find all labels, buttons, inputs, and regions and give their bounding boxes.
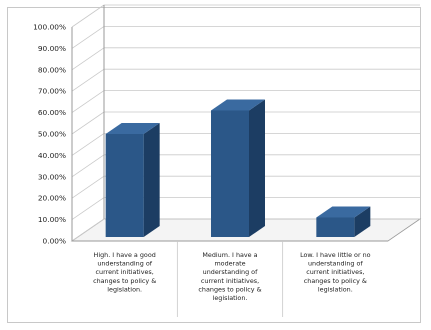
side-gridline (71, 197, 105, 220)
bar (211, 99, 265, 238)
side-gridline (71, 26, 105, 49)
side-gridline (71, 68, 105, 92)
y-tick-label: 40.00% (38, 151, 66, 160)
bar (316, 206, 371, 237)
side-gridline (71, 154, 105, 178)
y-tick-label: 90.00% (38, 44, 66, 53)
x-axis-ticks: High. I have a good understanding of curre… (93, 241, 371, 317)
y-tick-label: 0.00% (43, 237, 66, 246)
x-tick-label: Low. I have little or no understanding of… (300, 251, 371, 293)
y-tick-label: 100.00% (33, 23, 66, 32)
y-tick-label: 30.00% (38, 172, 66, 181)
side-gridline (71, 111, 105, 135)
y-tick-label: 80.00% (38, 65, 66, 74)
y-tick-label: 70.00% (38, 87, 66, 96)
y-tick-label: 20.00% (38, 194, 66, 203)
x-tick-label: High. I have a good understanding of curre… (93, 251, 156, 293)
side-gridline (71, 133, 105, 156)
y-axis-ticks: 0.00% 10.00% 20.00% 30.00% 40.00% 50.00% 60.00… (33, 23, 66, 246)
y-tick-label: 10.00% (38, 215, 66, 224)
side-gridline (71, 4, 105, 28)
side-gridline (71, 175, 105, 199)
x-tick-label: Medium. I have a moderate understanding of… (198, 251, 261, 302)
y-tick-label: 60.00% (38, 108, 66, 117)
bar (105, 123, 160, 237)
side-gridline (71, 47, 105, 71)
side-gridline (71, 218, 105, 242)
y-tick-label: 50.00% (38, 130, 66, 139)
side-gridline (71, 90, 105, 113)
bars (105, 99, 371, 238)
